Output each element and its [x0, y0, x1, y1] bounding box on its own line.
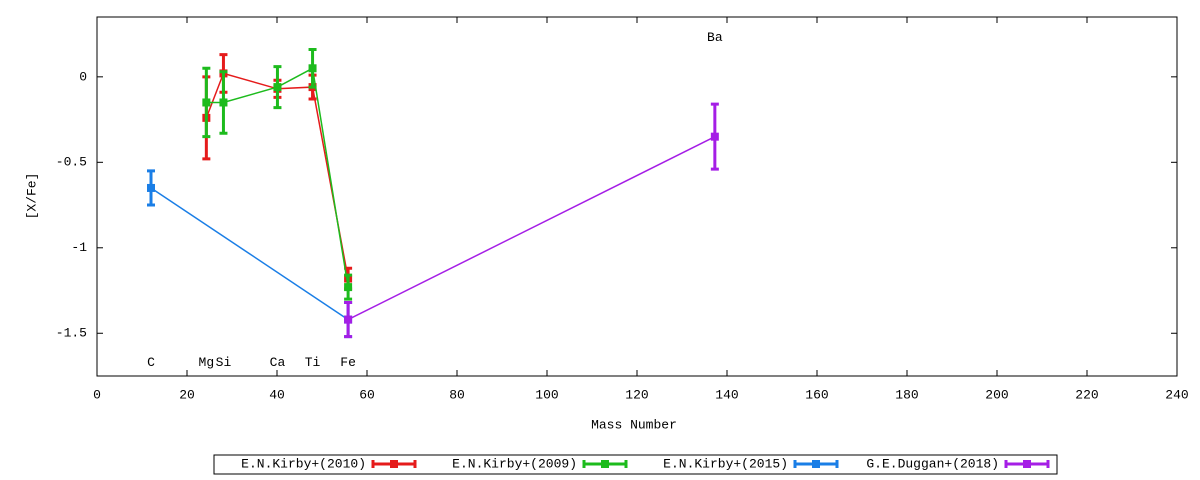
marker: [344, 283, 353, 292]
y-tick-label: -1.5: [56, 326, 87, 341]
legend-label: E.N.Kirby+(2010): [241, 456, 366, 471]
marker: [344, 315, 353, 324]
x-tick-label: 180: [895, 387, 918, 402]
element-label: Ti: [305, 355, 321, 370]
marker: [308, 64, 317, 73]
x-tick-label: 100: [535, 387, 558, 402]
legend-caps: [371, 460, 417, 468]
marker: [710, 132, 719, 141]
legend-caps: [582, 460, 628, 468]
x-tick-label: 200: [985, 387, 1008, 402]
x-tick-label: 40: [269, 387, 285, 402]
element-label: Ba: [707, 30, 723, 45]
x-tick-label: 240: [1165, 387, 1188, 402]
element-label: Fe: [340, 355, 356, 370]
x-tick-label: 140: [715, 387, 738, 402]
series: [147, 169, 353, 339]
legend-marker: [1023, 460, 1031, 468]
x-tick-label: 80: [449, 387, 465, 402]
element-label: C: [147, 355, 155, 370]
element-label: Si: [216, 355, 232, 370]
legend-caps: [1004, 460, 1050, 468]
legend-caps: [793, 460, 839, 468]
marker: [219, 98, 228, 107]
y-tick-label: -1: [71, 240, 87, 255]
marker: [273, 83, 282, 92]
marker: [147, 183, 155, 192]
series: [344, 102, 719, 339]
element-label: Mg: [199, 355, 215, 370]
element-label: Ca: [270, 355, 286, 370]
legend-marker: [390, 460, 398, 468]
marker: [202, 98, 211, 107]
legend-label: E.N.Kirby+(2015): [663, 456, 788, 471]
x-tick-label: 220: [1075, 387, 1098, 402]
legend-marker: [601, 460, 609, 468]
legend-label: E.N.Kirby+(2009): [452, 456, 577, 471]
series: [202, 47, 353, 301]
x-tick-label: 0: [93, 387, 101, 402]
x-tick-label: 160: [805, 387, 828, 402]
y-axis-label: [X/Fe]: [24, 173, 39, 220]
x-tick-label: 20: [179, 387, 195, 402]
series-line: [347, 135, 716, 321]
y-tick-label: -0.5: [56, 155, 87, 170]
y-tick-label: 0: [79, 69, 87, 84]
x-tick-label: 120: [625, 387, 648, 402]
legend-box: [213, 454, 1058, 475]
legend-marker: [812, 460, 820, 468]
x-axis-label: Mass Number: [591, 417, 677, 432]
plot-frame: [96, 16, 1178, 377]
legend-label: G.E.Duggan+(2018): [866, 456, 999, 471]
x-tick-label: 60: [359, 387, 375, 402]
series-line: [150, 187, 349, 321]
